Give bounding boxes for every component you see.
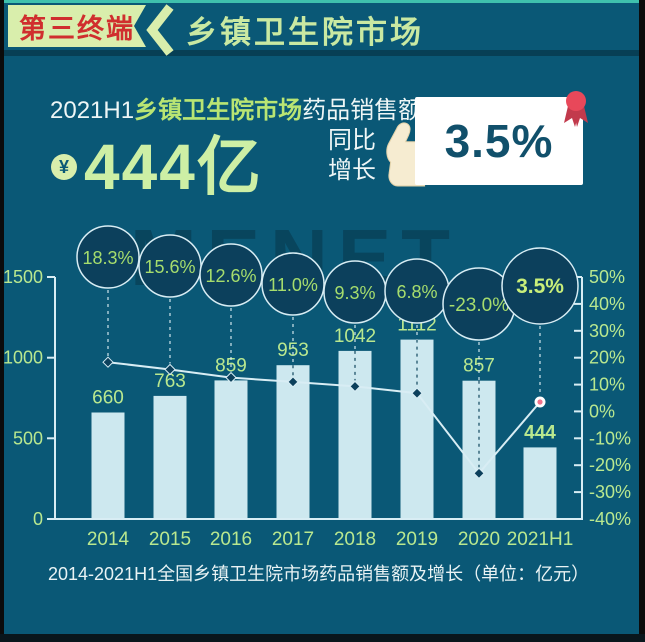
svg-text:10%: 10% xyxy=(589,375,625,395)
headline: 2021H1乡镇卫生院市场药品销售额达 xyxy=(50,90,446,125)
svg-text:444: 444 xyxy=(524,422,556,443)
section-badge: 第三终端 xyxy=(8,5,146,47)
svg-text:2020: 2020 xyxy=(458,529,500,550)
growth-card: 3.5% xyxy=(415,91,588,185)
svg-text:2014: 2014 xyxy=(87,529,130,550)
svg-text:953: 953 xyxy=(277,340,309,361)
svg-text:-40%: -40% xyxy=(589,509,631,529)
svg-text:-20%: -20% xyxy=(589,455,631,475)
yuan-coin-icon: ¥ xyxy=(51,154,77,180)
svg-text:660: 660 xyxy=(92,388,124,409)
svg-text:-10%: -10% xyxy=(589,428,631,448)
svg-text:30%: 30% xyxy=(589,321,625,341)
svg-text:2021H1: 2021H1 xyxy=(507,529,574,550)
svg-text:15.6%: 15.6% xyxy=(144,257,195,277)
growth-label: 同比 增长 xyxy=(328,126,376,186)
svg-text:9.3%: 9.3% xyxy=(334,283,375,303)
svg-text:-23.0%: -23.0% xyxy=(449,295,509,316)
chevron-left-icon xyxy=(146,4,174,56)
chart-caption: 2014-2021H1全国乡镇卫生院市场药品销售额及增长（单位：亿元） xyxy=(48,564,590,584)
svg-text:11.0%: 11.0% xyxy=(268,275,318,295)
header-divider xyxy=(0,50,645,56)
svg-text:0: 0 xyxy=(33,509,43,529)
medal-icon xyxy=(564,91,588,127)
section-badge-label: 第三终端 xyxy=(19,13,135,44)
svg-text:500: 500 xyxy=(13,428,43,448)
svg-text:18.3%: 18.3% xyxy=(82,248,133,268)
svg-text:2018: 2018 xyxy=(334,529,376,550)
svg-text:1000: 1000 xyxy=(3,348,43,368)
svg-text:2016: 2016 xyxy=(210,529,252,550)
svg-text:12.6%: 12.6% xyxy=(205,266,256,286)
svg-text:2017: 2017 xyxy=(272,529,314,550)
svg-text:1500: 1500 xyxy=(3,267,43,287)
svg-text:50%: 50% xyxy=(589,267,625,287)
svg-text:40%: 40% xyxy=(589,294,625,314)
left-edge xyxy=(0,0,4,642)
svg-text:2019: 2019 xyxy=(396,529,438,550)
svg-text:6.8%: 6.8% xyxy=(396,282,437,302)
svg-text:763: 763 xyxy=(154,371,186,392)
headline-highlight: 乡镇卫生院市场 xyxy=(134,97,303,124)
svg-text:2015: 2015 xyxy=(149,529,191,550)
top-accent-line xyxy=(0,0,645,3)
svg-text:857: 857 xyxy=(463,356,495,377)
svg-text:-30%: -30% xyxy=(589,482,631,502)
bottom-edge xyxy=(0,634,645,642)
sales-amount: 444亿 xyxy=(84,131,263,203)
svg-text:20%: 20% xyxy=(589,348,625,368)
growth-label-line2: 增长 xyxy=(328,157,376,184)
growth-value: 3.5% xyxy=(444,115,554,167)
growth-label-line1: 同比 xyxy=(328,127,376,154)
headline-prefix: 2021H1 xyxy=(50,97,135,124)
right-edge xyxy=(639,0,645,642)
page-title: 乡镇卫生院市场 xyxy=(186,15,424,50)
svg-text:3.5%: 3.5% xyxy=(516,275,564,298)
svg-text:0%: 0% xyxy=(589,401,615,421)
svg-text:1042: 1042 xyxy=(334,326,376,347)
